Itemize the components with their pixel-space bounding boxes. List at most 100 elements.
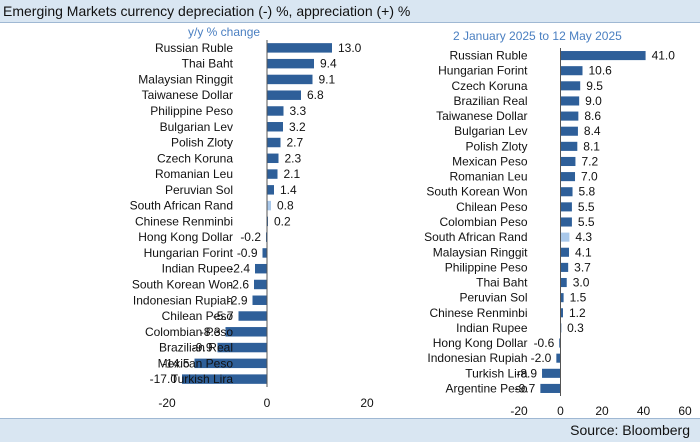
- left-value-label: -0.2: [240, 230, 261, 244]
- right-value-label: 5.5: [578, 215, 595, 229]
- left-category-label: Chilean Peso: [162, 309, 234, 323]
- right-value-label: 0.3: [567, 321, 584, 335]
- left-bar: [267, 74, 313, 85]
- left-x-tick-label: 20: [360, 396, 374, 410]
- left-bar: [252, 295, 267, 305]
- right-category-label: Indonesian Rupiah: [427, 351, 527, 365]
- left-value-label: 0.2: [274, 214, 291, 228]
- left-value-label: -14.5: [162, 356, 190, 370]
- right-value-label: 5.5: [578, 200, 595, 214]
- right-category-label: Argentine Peso: [445, 381, 527, 395]
- right-bar: [560, 308, 563, 318]
- right-x-tick-label: 20: [595, 404, 609, 418]
- left-value-label: -5.7: [213, 309, 234, 323]
- left-category-label: Peruvian Sol: [165, 183, 233, 197]
- left-value-label: 9.1: [319, 72, 336, 86]
- right-bar: [556, 353, 561, 363]
- left-x-tick-label: 0: [264, 396, 271, 410]
- left-category-label: Indian Rupee: [162, 262, 234, 276]
- right-category-label: Philippine Peso: [445, 260, 528, 274]
- left-bar: [225, 327, 267, 337]
- chart-title: Emerging Markets currency depreciation (…: [3, 3, 411, 19]
- right-bar: [560, 66, 583, 76]
- left-x-tick-label: -20: [158, 396, 176, 410]
- left-bar: [267, 153, 279, 164]
- right-bar: [560, 293, 564, 303]
- left-bar: [267, 169, 278, 179]
- left-bar: [238, 311, 267, 321]
- right-x-tick-label: -20: [510, 404, 528, 418]
- right-value-label: 8.4: [584, 124, 601, 138]
- right-category-label: Hong Kong Dollar: [433, 336, 528, 350]
- right-bar: [560, 247, 570, 257]
- left-category-label: Chinese Renminbi: [135, 214, 233, 228]
- left-category-label: Colombian Peso: [145, 325, 233, 339]
- right-category-label: Peruvian Sol: [459, 291, 527, 305]
- right-bar: [540, 383, 561, 393]
- left-category-label: Brazilian Real: [159, 341, 233, 355]
- right-bar: [560, 81, 581, 91]
- right-value-label: 10.6: [589, 64, 613, 78]
- left-bar: [267, 185, 274, 195]
- right-value-label: 3.0: [573, 276, 590, 290]
- right-bar: [542, 368, 561, 378]
- left-bar: [217, 342, 267, 353]
- right-category-label: Chilean Peso: [456, 200, 528, 214]
- left-bar: [267, 122, 283, 132]
- right-category-label: Romanian Leu: [449, 170, 527, 184]
- left-value-label: -17.0: [150, 372, 178, 386]
- right-category-label: Chinese Renminbi: [429, 306, 527, 320]
- right-category-label: Malaysian Ringgit: [433, 245, 528, 259]
- right-bar: [560, 51, 646, 61]
- right-category-label: Polish Zloty: [465, 139, 527, 153]
- footer-bar: Source: Bloomberg: [0, 418, 700, 442]
- right-category-label: Russian Ruble: [449, 49, 527, 63]
- right-value-label: 8.1: [583, 139, 600, 153]
- right-value-label: 1.5: [570, 291, 587, 305]
- left-bar: [267, 106, 284, 116]
- left-chart-subtitle: y/y % change: [188, 25, 261, 39]
- left-value-label: 6.8: [307, 88, 324, 102]
- right-category-label: Czech Koruna: [451, 79, 527, 93]
- right-bar: [560, 172, 576, 182]
- right-bar: [560, 277, 567, 288]
- left-category-label: South African Rand: [130, 199, 233, 213]
- right-bar: [559, 338, 561, 348]
- left-bar: [254, 279, 267, 290]
- right-chart-subtitle: 2 January 2025 to 12 May 2025: [453, 29, 622, 43]
- left-category-label: Hungarian Forint: [144, 246, 234, 260]
- left-bar: [267, 90, 301, 100]
- right-value-label: 9.5: [586, 79, 603, 93]
- right-category-label: Indian Rupee: [456, 321, 528, 335]
- right-value-label: -2.0: [531, 351, 552, 365]
- left-value-label: 9.4: [320, 57, 337, 71]
- right-category-label: Thai Baht: [476, 276, 528, 290]
- right-value-label: 3.7: [574, 260, 591, 274]
- left-bar: [194, 358, 267, 369]
- right-bar: [560, 126, 578, 136]
- left-bar: [262, 248, 267, 258]
- right-category-label: Taiwanese Dollar: [436, 109, 527, 123]
- left-value-label: -2.4: [229, 262, 250, 276]
- right-bar: [560, 111, 579, 121]
- right-category-label: Turkish Lira: [465, 366, 528, 380]
- left-value-label: -8.3: [200, 325, 221, 339]
- right-value-label: 7.0: [581, 170, 598, 184]
- right-value-label: 41.0: [652, 49, 676, 63]
- left-value-label: 13.0: [338, 41, 362, 55]
- left-category-label: Turkish Lira: [171, 372, 234, 386]
- left-category-label: Russian Ruble: [155, 41, 233, 55]
- right-category-label: South African Rand: [424, 230, 527, 244]
- right-value-label: 5.8: [579, 185, 596, 199]
- left-category-label: Philippine Peso: [150, 104, 233, 118]
- left-category-label: Polish Zloty: [171, 136, 233, 150]
- right-value-label: -8.9: [516, 366, 537, 380]
- left-value-label: 1.4: [280, 183, 297, 197]
- left-bar: [267, 137, 281, 148]
- left-value-label: 3.3: [290, 104, 307, 118]
- right-x-tick-label: 0: [557, 404, 564, 418]
- left-category-label: Czech Koruna: [157, 151, 233, 165]
- left-bar: [267, 200, 271, 211]
- right-bar: [560, 187, 573, 197]
